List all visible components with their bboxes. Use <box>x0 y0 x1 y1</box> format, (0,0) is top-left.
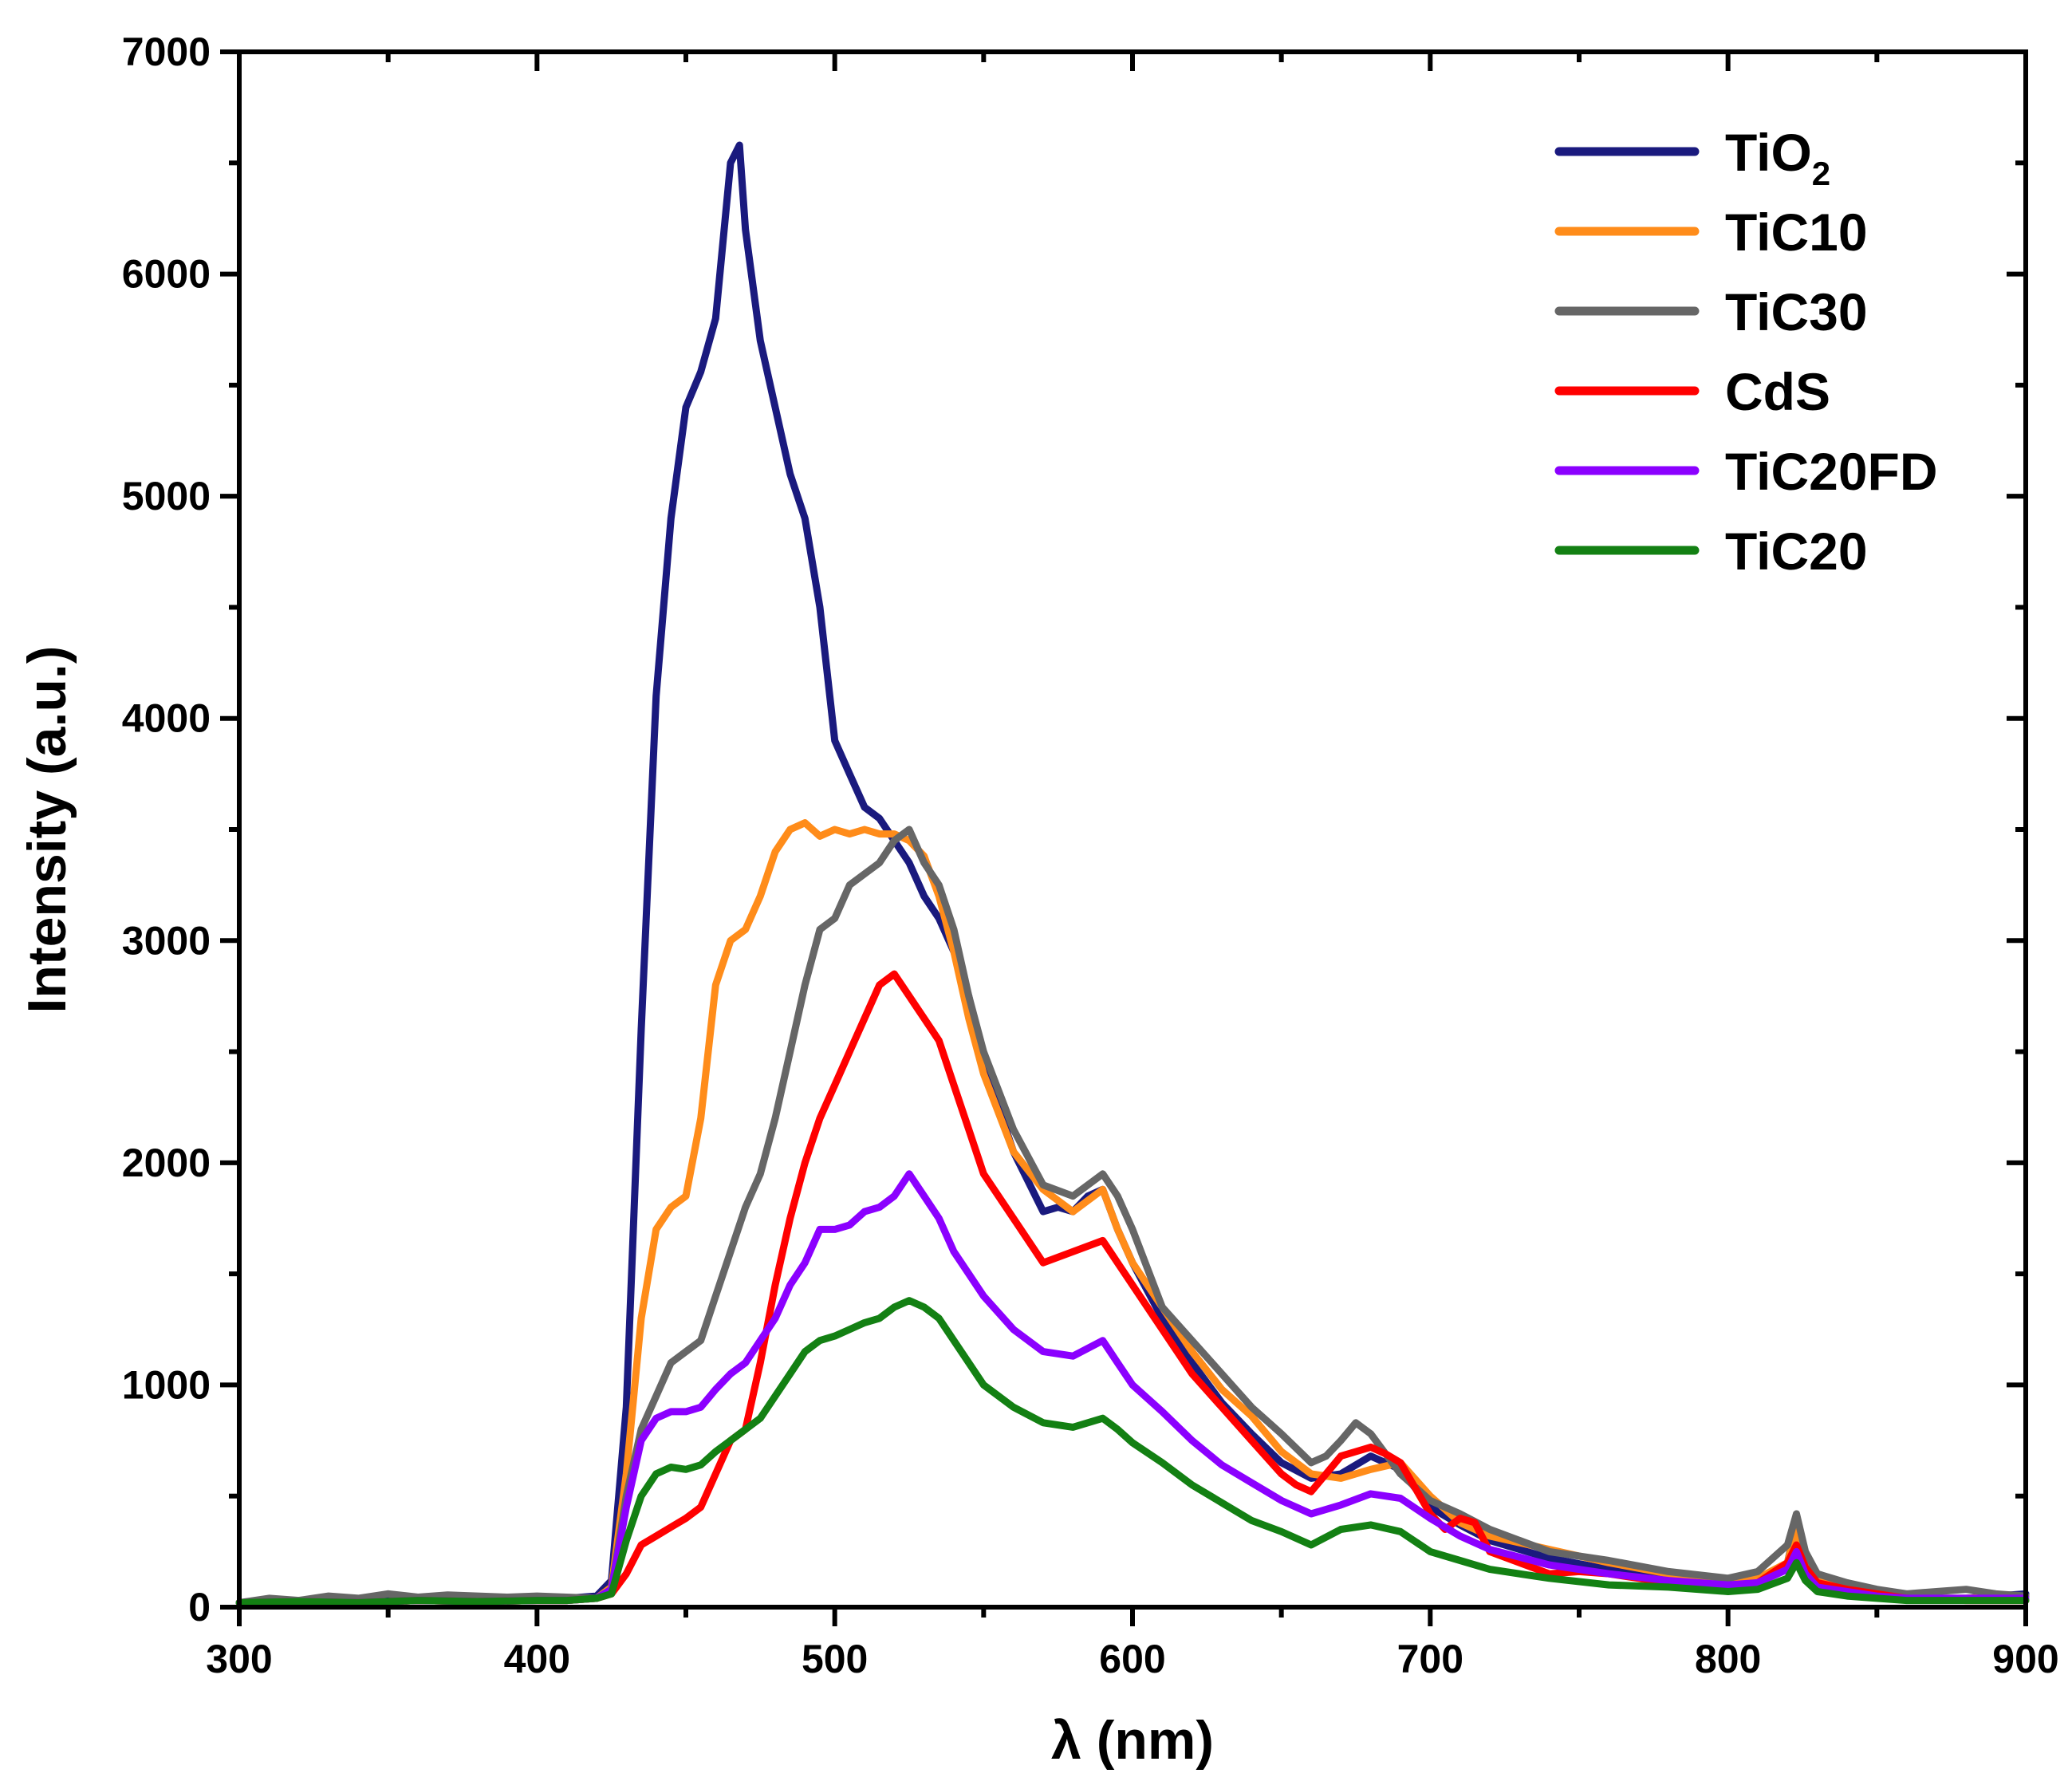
legend-label: CdS <box>1725 362 1830 421</box>
legend-label-main: TiC30 <box>1725 282 1868 341</box>
x-tick-label: 700 <box>1397 1637 1463 1681</box>
legend-label: TiC20 <box>1725 522 1868 581</box>
y-tick-label: 3000 <box>122 918 211 963</box>
y-tick-label: 2000 <box>122 1141 211 1185</box>
legend-label-main: CdS <box>1725 362 1830 421</box>
legend-label: TiO2 <box>1725 123 1830 192</box>
legend-entry-tic10: TiC10 <box>1554 203 1868 262</box>
x-tick-label: 500 <box>802 1637 868 1681</box>
legend-label-main: TiO <box>1725 123 1812 182</box>
x-tick-label: 600 <box>1099 1637 1165 1681</box>
legend-label: TiC20FD <box>1725 442 1938 501</box>
legend-label: TiC30 <box>1725 282 1868 341</box>
legend-label-main: TiC20FD <box>1725 442 1938 501</box>
x-tick-label: 800 <box>1695 1637 1761 1681</box>
y-tick-label: 4000 <box>122 696 211 741</box>
series-layer <box>235 141 2030 1606</box>
legend-label: TiC10 <box>1725 203 1868 262</box>
legend-label-main: TiC20 <box>1725 522 1868 581</box>
legend-label-main: TiC10 <box>1725 203 1868 262</box>
y-tick-label: 1000 <box>122 1362 211 1407</box>
y-tick-label: 6000 <box>122 252 211 297</box>
x-axis-title: λ (nm) <box>1051 1710 1214 1771</box>
series-line-cds <box>235 970 2030 1606</box>
legend-entry-tic30: TiC30 <box>1554 282 1868 341</box>
y-tick-label: 5000 <box>122 474 211 518</box>
legend-entry-cds: CdS <box>1554 362 1830 421</box>
legend-entry-tio2: TiO2 <box>1554 123 1830 192</box>
y-axis-title: Intensity (a.u.) <box>17 646 77 1014</box>
legend-entry-tic20fd: TiC20FD <box>1554 442 1938 501</box>
x-tick-label: 300 <box>206 1637 272 1681</box>
legend-label-subscript: 2 <box>1812 155 1830 192</box>
series-line-tic10 <box>235 819 2030 1606</box>
y-tick-label: 0 <box>188 1585 211 1629</box>
ticks-layer: 300 400 500 600 700 800 900 0 1000 2000 3000 4000 50… <box>122 30 2059 1681</box>
legend-entry-tic20: TiC20 <box>1554 522 1868 581</box>
x-tick-label: 900 <box>1992 1637 2058 1681</box>
legend: TiO2 TiC10 TiC30 CdS TiC20FD TiC20 <box>1554 123 1938 581</box>
series-line-tic20fd <box>235 1170 2030 1606</box>
series-line-tic30 <box>235 826 2030 1606</box>
y-tick-label: 7000 <box>122 30 211 74</box>
x-tick-label: 400 <box>504 1637 570 1681</box>
series-line-tic20 <box>235 1297 2030 1606</box>
